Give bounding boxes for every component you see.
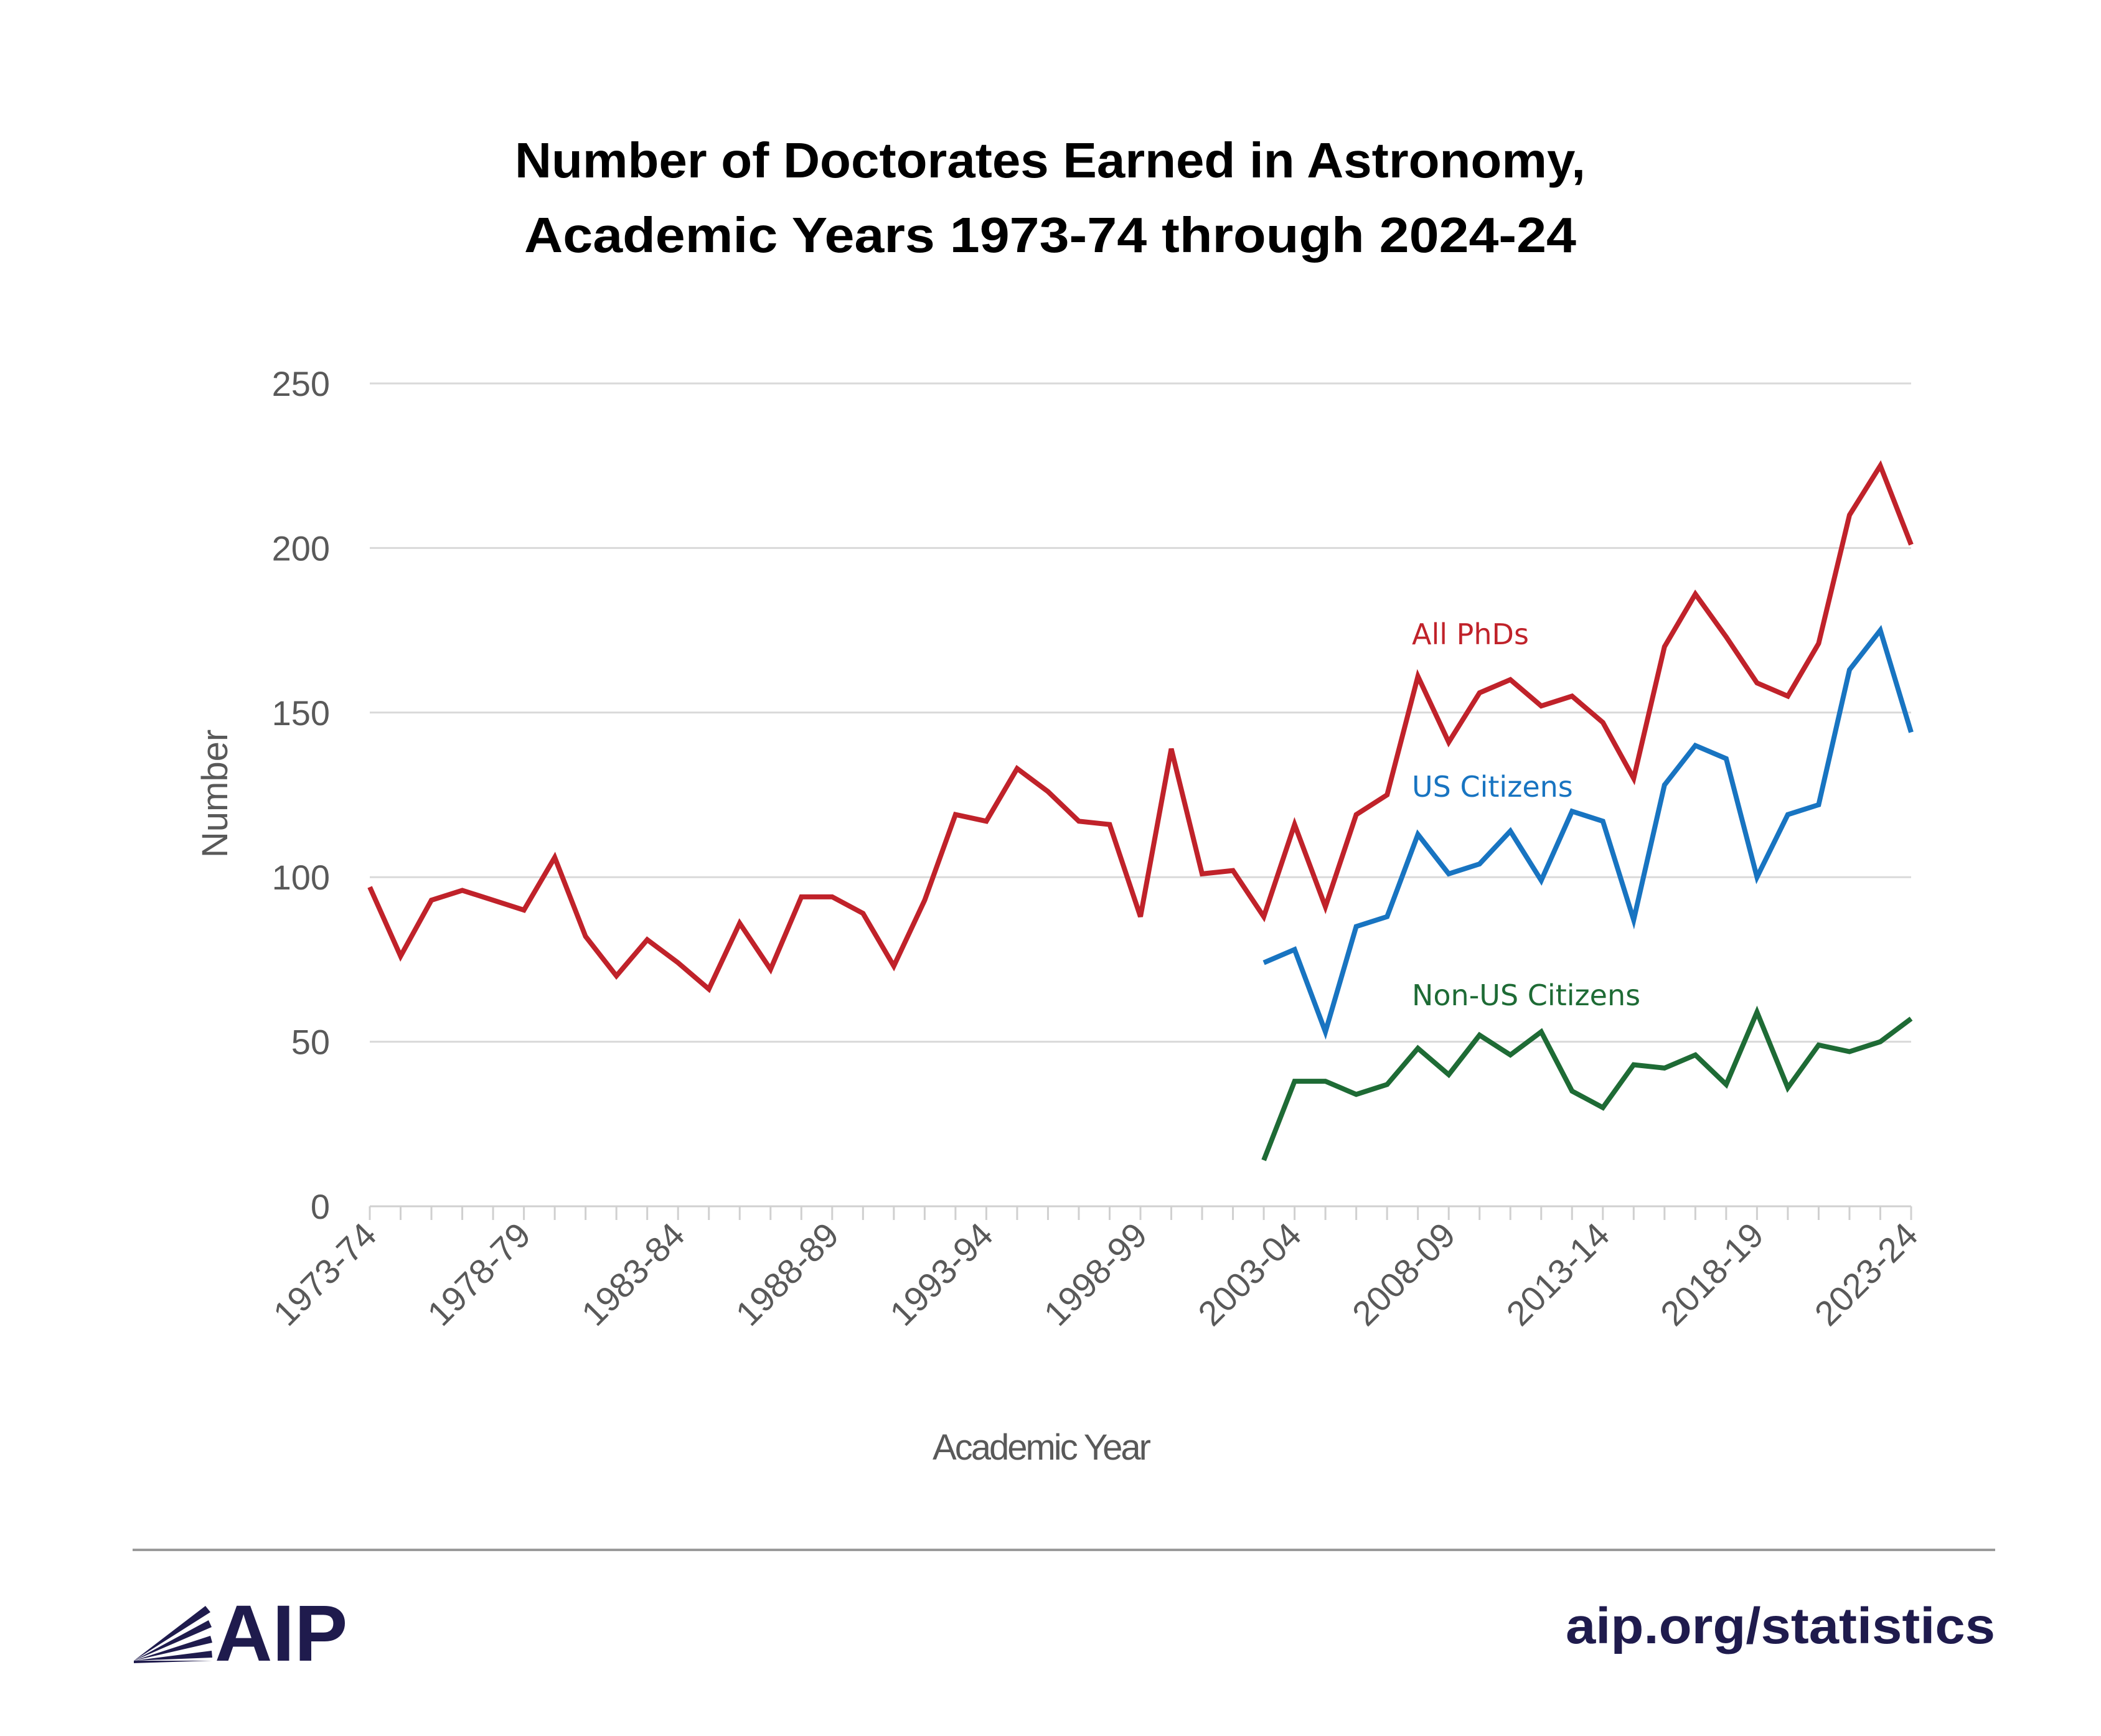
x-axis-title: Academic Year <box>933 1427 1151 1468</box>
aip-logo: AIP <box>134 1589 347 1678</box>
x-tick-label: 1973-74 <box>266 1215 384 1333</box>
x-tick-label: 1978-79 <box>420 1215 538 1333</box>
x-tick-label: 2013-14 <box>1498 1215 1617 1333</box>
y-tick-label: 250 <box>272 364 330 403</box>
series-line-us-citizens <box>1262 625 1914 1040</box>
series-label: Non-US Citizens <box>1412 978 1640 1012</box>
x-tick-label: 2023-24 <box>1807 1215 1925 1333</box>
series-labels: All PhDs US Citizens Non-US Citizens <box>1412 617 1640 1012</box>
y-tick-label: 150 <box>272 693 330 733</box>
y-tick-label: 50 <box>291 1023 330 1062</box>
x-tick-label: 1993-94 <box>882 1215 1000 1333</box>
x-tick-label: 2008-09 <box>1345 1215 1463 1333</box>
y-tick-label: 0 <box>311 1187 330 1226</box>
x-tick-label: 2003-04 <box>1190 1215 1309 1333</box>
aip-logo-rays-icon <box>134 1606 212 1663</box>
y-tick-label: 100 <box>272 858 330 897</box>
chart-title-line-2: Academic Years 1973-74 through 2024-24 <box>524 207 1577 263</box>
x-tick-label: 1983-84 <box>574 1215 692 1333</box>
y-tick-label: 200 <box>272 528 330 568</box>
x-tick-label: 1998-99 <box>1036 1215 1155 1333</box>
y-axis-title: Number <box>195 730 235 858</box>
footer-url[interactable]: aip.org/statistics <box>1566 1598 1995 1654</box>
series-label: All PhDs <box>1412 617 1529 651</box>
x-tick-label: 1988-89 <box>728 1215 846 1333</box>
gridlines <box>370 382 1911 1208</box>
x-tick-label: 2018-19 <box>1653 1215 1771 1333</box>
y-axis-ticks: 0 50 100 150 200 250 <box>272 364 330 1226</box>
series-line-all-phds <box>367 460 1914 993</box>
series-lines <box>367 460 1914 1161</box>
aip-logo-text: AIP <box>215 1589 347 1678</box>
series-line-non-us-citizens <box>1261 1005 1913 1161</box>
series-label: US Citizens <box>1412 770 1573 804</box>
chart-title-line-1: Number of Doctorates Earned in Astronomy… <box>515 133 1586 188</box>
x-axis: 1973-74 1978-79 1983-84 1988-89 1993-94 1998-… <box>266 1206 1925 1333</box>
